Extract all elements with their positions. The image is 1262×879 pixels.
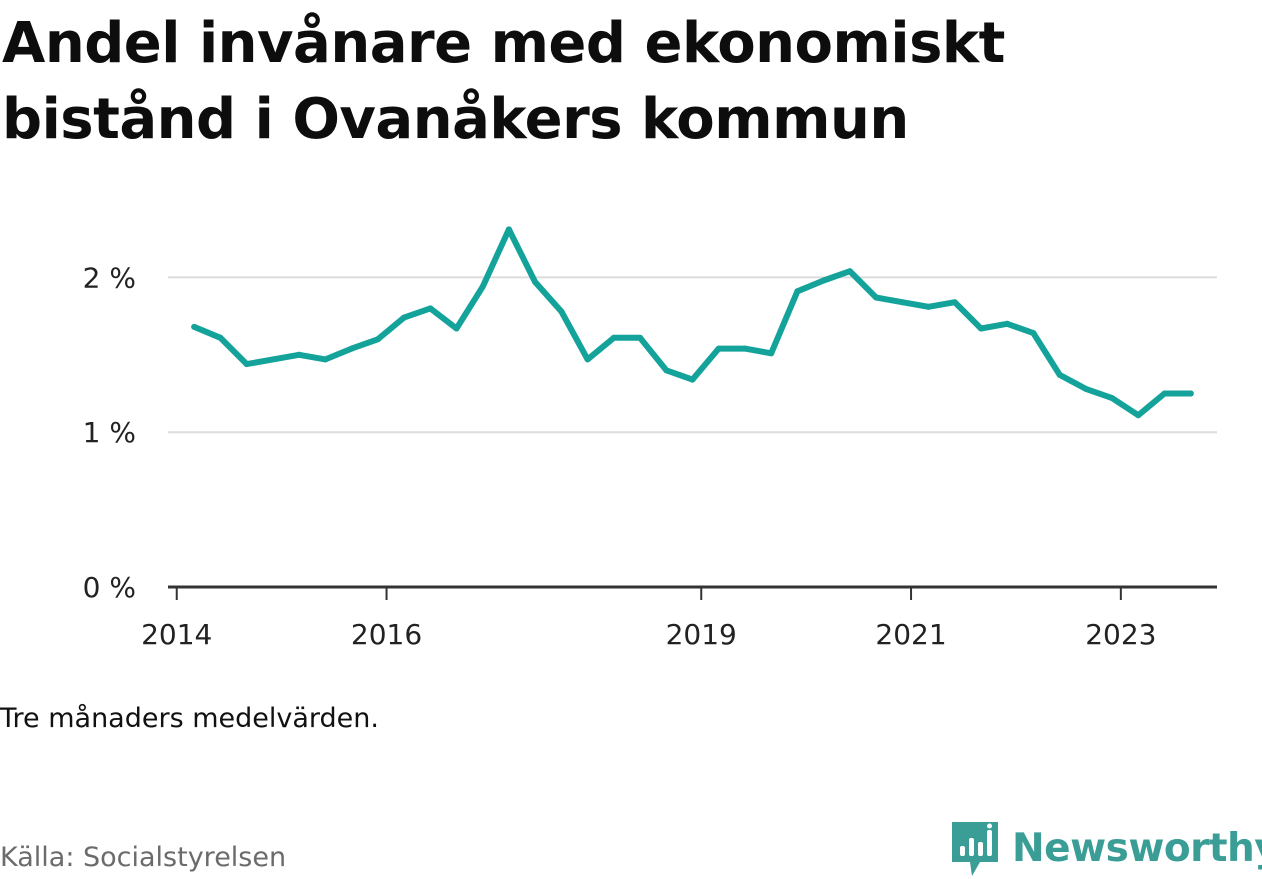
data-point — [505, 226, 512, 233]
y-tick-label: 2 % — [83, 261, 136, 294]
x-axis — [168, 585, 1217, 600]
data-point — [584, 356, 591, 363]
chart-title: Andel invånare med ekonomiskt bistånd i … — [2, 11, 1005, 152]
series-line — [191, 226, 1194, 419]
data-point — [873, 294, 880, 301]
data-point — [479, 283, 486, 290]
data-point — [558, 308, 565, 315]
y-tick-label: 0 % — [83, 571, 136, 604]
data-point — [348, 345, 355, 352]
data-point — [925, 303, 932, 310]
data-point — [322, 356, 329, 363]
newsworthy-logo-icon — [952, 822, 998, 876]
x-tick-label: 2016 — [351, 618, 422, 651]
data-point — [374, 336, 381, 343]
data-point — [427, 305, 434, 312]
line-chart: 0 % 1 % 2 % 2014 2016 2019 2021 2023 — [83, 226, 1217, 651]
data-point — [532, 279, 539, 285]
source-credit: Källa: Socialstyrelsen — [0, 842, 287, 873]
data-point — [951, 299, 958, 306]
x-tick-label: 2021 — [875, 618, 946, 651]
data-point — [846, 268, 853, 275]
y-tick-label: 1 % — [83, 416, 136, 449]
data-point — [401, 314, 407, 321]
data-point — [1109, 395, 1116, 402]
data-point — [453, 325, 460, 332]
chart-note: Tre månaders medelvärden. — [0, 703, 379, 734]
data-point — [610, 334, 617, 341]
data-point — [1056, 371, 1063, 378]
x-tick-label: 2014 — [141, 618, 212, 651]
x-tick-label: 2019 — [666, 618, 737, 651]
data-point — [663, 367, 670, 374]
data-point — [296, 351, 303, 358]
data-point — [768, 350, 775, 357]
data-point — [1082, 385, 1089, 392]
data-point — [269, 356, 276, 363]
data-point — [899, 299, 906, 306]
data-point — [794, 288, 801, 295]
y-axis-labels: 0 % 1 % 2 % — [83, 261, 136, 604]
series-layer — [191, 226, 1194, 419]
data-point — [820, 277, 827, 284]
x-axis-labels: 2014 2016 2019 2021 2023 — [141, 618, 1156, 651]
data-point — [689, 376, 696, 383]
data-point — [243, 361, 250, 368]
data-point — [1135, 412, 1142, 419]
data-point — [1004, 320, 1011, 327]
data-point — [217, 334, 224, 341]
brand-name: Newsworthy — [1012, 825, 1262, 871]
data-point — [742, 345, 748, 352]
data-point — [1030, 330, 1037, 337]
gridlines — [168, 276, 1217, 434]
data-point — [637, 334, 643, 341]
data-point — [978, 325, 984, 332]
x-tick-label: 2023 — [1085, 618, 1156, 651]
brand-logo[interactable]: Newsworthy — [950, 818, 1262, 878]
data-point — [191, 323, 198, 330]
data-point — [715, 345, 722, 352]
data-point — [1161, 390, 1168, 397]
data-point — [1187, 390, 1194, 397]
